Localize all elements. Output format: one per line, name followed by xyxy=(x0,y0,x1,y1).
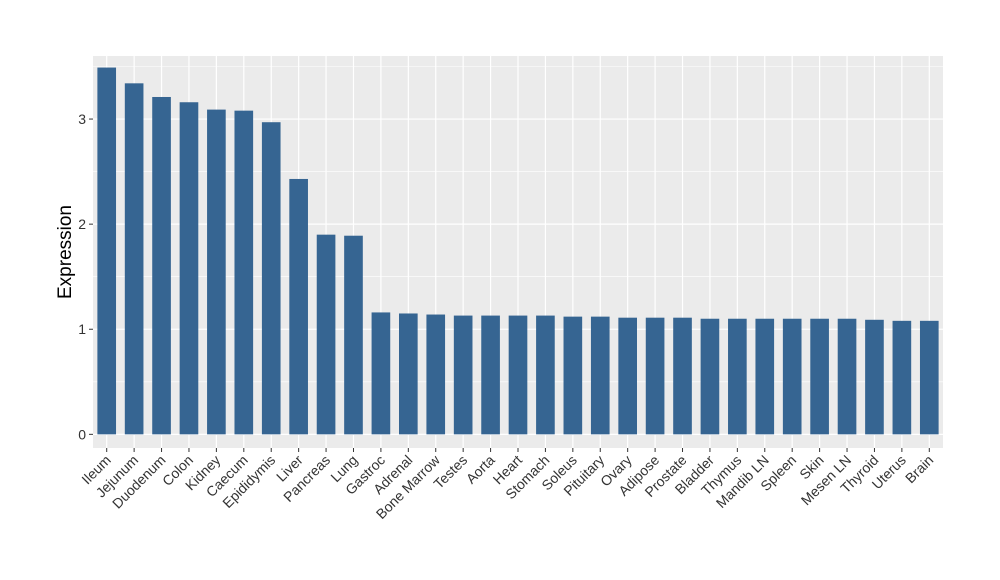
bar xyxy=(261,122,281,435)
bar xyxy=(563,316,583,435)
bar xyxy=(865,319,884,435)
bar xyxy=(810,318,829,435)
x-tick-label: Aorta xyxy=(463,452,498,487)
bar xyxy=(755,318,775,435)
bar xyxy=(892,320,912,435)
bar xyxy=(207,109,226,435)
bars xyxy=(97,67,939,435)
bar xyxy=(536,315,555,435)
bar xyxy=(426,314,446,435)
bar xyxy=(700,318,720,435)
bar xyxy=(782,318,802,435)
bar xyxy=(152,96,171,435)
bar xyxy=(837,318,857,435)
bar xyxy=(590,316,610,435)
y-tick-label: 0 xyxy=(78,426,86,442)
bar xyxy=(234,110,254,435)
bar xyxy=(97,67,117,435)
bar xyxy=(289,178,308,435)
bar xyxy=(344,235,363,435)
y-tick-label: 1 xyxy=(78,321,86,337)
bar xyxy=(179,102,199,435)
bar xyxy=(673,317,692,435)
bar xyxy=(399,313,418,435)
bar xyxy=(919,320,939,435)
y-axis-title: Expression xyxy=(55,205,76,299)
x-tick-label: Brain xyxy=(902,452,936,486)
y-axis: 0 1 2 3 xyxy=(78,111,93,442)
bar xyxy=(453,315,473,435)
x-axis: IleumJejunumDuodenumColonKidneyCaecumEpi… xyxy=(78,448,936,522)
bar xyxy=(316,234,336,435)
bar xyxy=(645,317,665,435)
bar xyxy=(728,318,747,435)
y-tick-label: 3 xyxy=(78,111,86,127)
bar xyxy=(371,312,391,435)
y-tick-label: 2 xyxy=(78,216,86,232)
bar xyxy=(508,315,528,435)
bar xyxy=(124,83,144,435)
bar xyxy=(618,317,637,435)
bar xyxy=(481,315,500,435)
